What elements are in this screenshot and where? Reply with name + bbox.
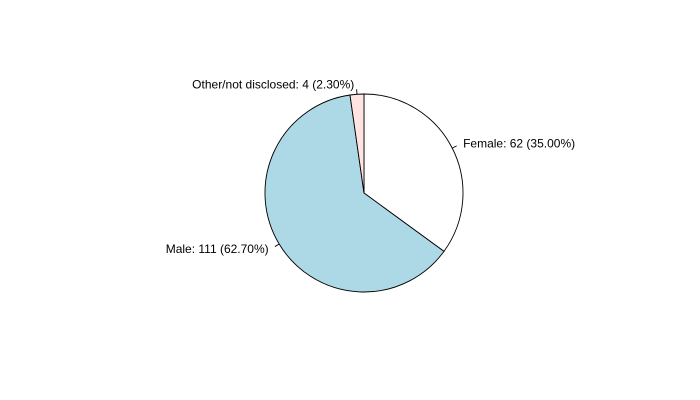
slice-label-female: Female: 62 (35.00%) xyxy=(463,137,575,151)
slice-labels: Female: 62 (35.00%) Male: 111 (62.70%) Oth… xyxy=(166,77,575,256)
label-tick-male xyxy=(274,243,280,247)
pie-slices xyxy=(264,93,464,293)
label-tick-female xyxy=(452,145,457,149)
slice-label-other-not-disclosed: Other/not disclosed: 4 (2.30%) xyxy=(192,77,354,91)
slice-label-male: Male: 111 (62.70%) xyxy=(166,242,269,256)
pie-slice-other-not-disclosed xyxy=(349,93,365,194)
label-ticks xyxy=(274,89,457,247)
pie-slice-female xyxy=(363,93,464,252)
